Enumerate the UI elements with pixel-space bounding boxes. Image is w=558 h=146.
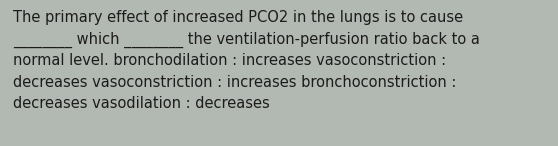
- Text: The primary effect of increased PCO2 in the lungs is to cause: The primary effect of increased PCO2 in …: [13, 10, 463, 25]
- Text: decreases vasodilation : decreases: decreases vasodilation : decreases: [13, 96, 270, 111]
- Text: decreases vasoconstriction : increases bronchoconstriction :: decreases vasoconstriction : increases b…: [13, 74, 456, 89]
- Text: ________ which ________ the ventilation-perfusion ratio back to a: ________ which ________ the ventilation-…: [13, 32, 480, 48]
- Text: normal level. bronchodilation : increases vasoconstriction :: normal level. bronchodilation : increase…: [13, 53, 446, 68]
